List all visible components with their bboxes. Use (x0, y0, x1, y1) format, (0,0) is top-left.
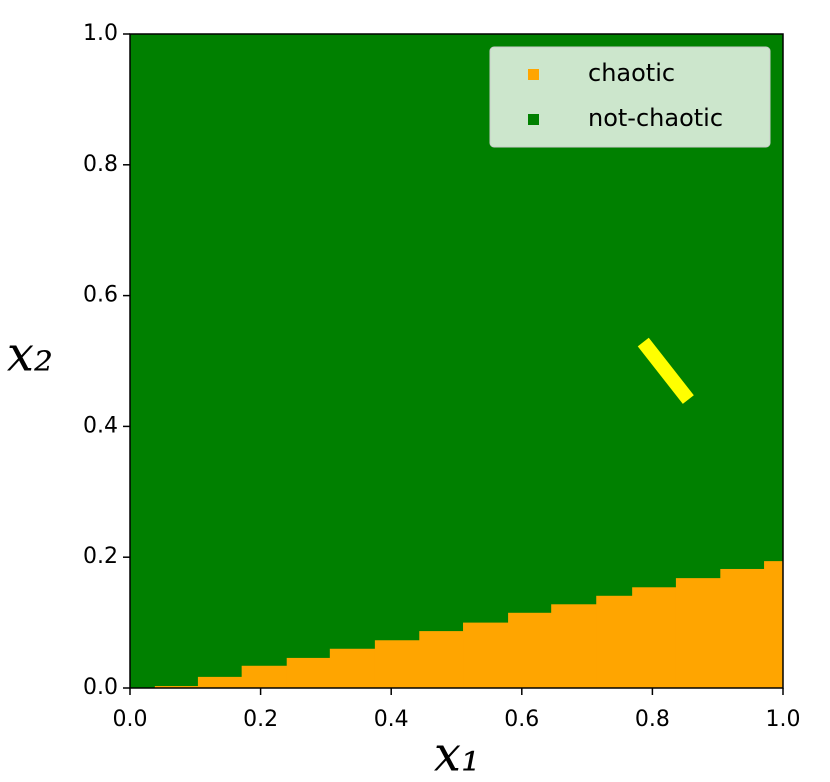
region-step (374, 640, 420, 688)
legend-marker (528, 114, 539, 125)
y-tick-label: 0.0 (83, 675, 118, 700)
x-axis-label: x₁ (434, 727, 480, 782)
region-step (154, 686, 199, 688)
region-step (241, 665, 288, 688)
legend-marker (528, 69, 539, 80)
region-step (720, 568, 765, 688)
region-stripe (637, 337, 694, 404)
x-tick-label: 0.2 (243, 707, 278, 732)
region-step (632, 587, 677, 688)
y-tick-label: 1.0 (83, 21, 118, 46)
x-tick-label: 0.0 (113, 707, 148, 732)
x-tick-label: 1.0 (766, 707, 801, 732)
region-step (596, 595, 633, 688)
y-tick-label: 0.2 (83, 544, 118, 569)
region-step (197, 676, 243, 688)
legend-label: chaotic (588, 59, 675, 87)
y-tick-label: 0.6 (83, 283, 118, 308)
y-axis-label: x₂ (7, 327, 53, 383)
legend-box (489, 46, 771, 148)
y-tick-label: 0.8 (83, 152, 118, 177)
region-step (764, 561, 784, 688)
region-step (675, 578, 721, 688)
y-tick-label: 0.4 (83, 413, 118, 438)
x-tick-label: 0.6 (504, 707, 539, 732)
region-step (551, 604, 597, 688)
region-step (329, 648, 376, 688)
region-step (463, 622, 509, 688)
x-tick-label: 0.4 (374, 707, 409, 732)
legend-label: not-chaotic (588, 104, 723, 132)
region-step (286, 657, 331, 688)
plot-frame (129, 33, 784, 689)
x-tick-label: 0.8 (635, 707, 670, 732)
region-step (419, 631, 464, 688)
region-step (508, 612, 552, 688)
